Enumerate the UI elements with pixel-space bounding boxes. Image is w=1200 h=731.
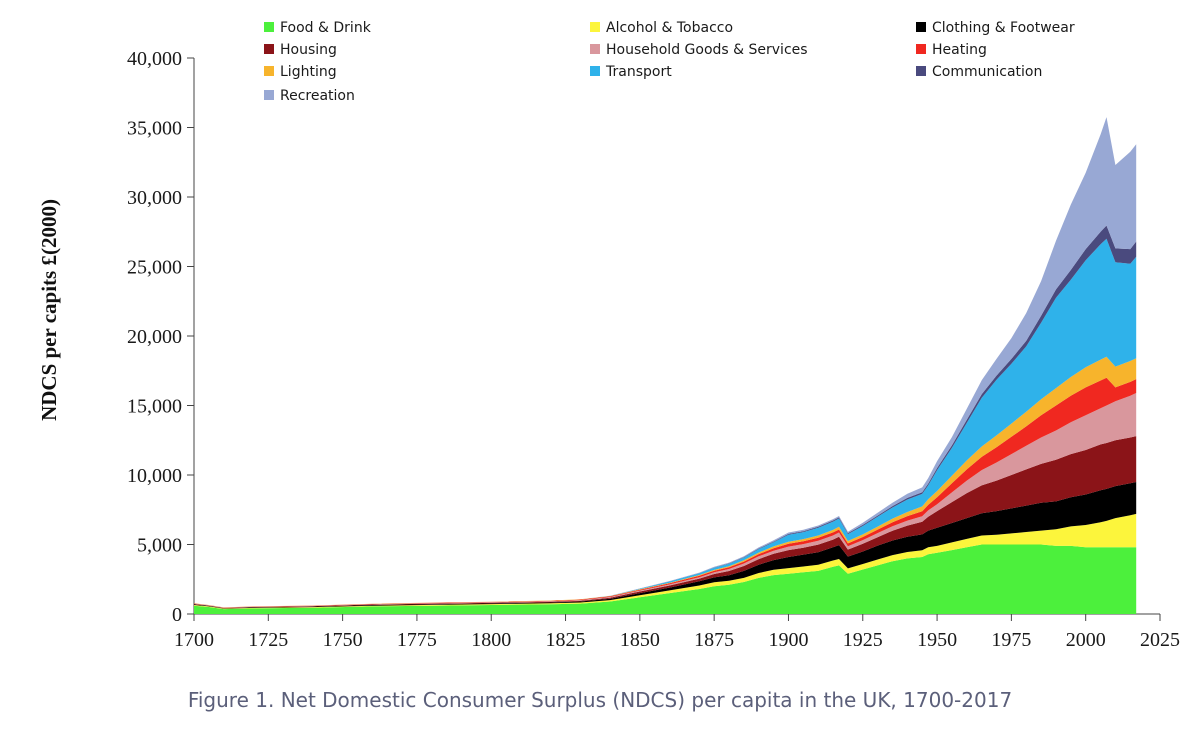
y-tick-label: 0	[172, 604, 182, 626]
legend-label: Recreation	[280, 88, 355, 104]
legend-swatch	[916, 66, 926, 76]
legend-label: Housing	[280, 42, 337, 58]
legend-swatch	[264, 22, 274, 32]
area-housing	[194, 436, 1137, 609]
legend-item-clothing-and-footwear: Clothing & Footwear	[916, 20, 1075, 36]
legend-item-food-and-drink: Food & Drink	[264, 20, 372, 36]
x-tick-label: 1800	[471, 629, 511, 651]
legend-item-heating: Heating	[916, 42, 987, 58]
legend-swatch	[264, 90, 274, 100]
y-tick-label: 25,000	[127, 257, 182, 279]
legend-item-recreation: Recreation	[264, 88, 355, 104]
area-food-and-drink	[194, 544, 1137, 614]
area-lighting	[194, 356, 1137, 608]
legend-label: Lighting	[280, 64, 337, 80]
y-tick-label: 5,000	[137, 535, 182, 557]
y-tick-label: 30,000	[127, 187, 182, 209]
legend-swatch	[264, 66, 274, 76]
legend-label: Alcohol & Tobacco	[606, 20, 733, 36]
x-tick-label: 1850	[620, 629, 660, 651]
legend-item-lighting: Lighting	[264, 64, 337, 80]
area-series-group	[194, 117, 1137, 614]
x-tick-label: 1975	[991, 629, 1031, 651]
legend-item-transport: Transport	[590, 64, 672, 80]
y-axis-title: NDCS per capits £(2000)	[37, 199, 61, 421]
y-tick-label: 35,000	[127, 118, 182, 140]
legend-swatch	[590, 22, 600, 32]
area-household-goods-and-services	[194, 393, 1137, 608]
legend-swatch	[590, 44, 600, 54]
x-tick-label: 1950	[917, 629, 957, 651]
x-tick-label: 1750	[323, 629, 363, 651]
y-tick-label: 40,000	[127, 48, 182, 70]
area-heating	[194, 377, 1137, 608]
legend-label: Heating	[932, 42, 987, 58]
x-tick-label: 1775	[397, 629, 437, 651]
tick-group: 0 5,000 10,000 15,000 20,000 25,000 30,000 35,0…	[127, 48, 1180, 651]
x-tick-label: 2000	[1066, 629, 1106, 651]
legend: Food & Drink Alcohol & Tobacco Clothing & …	[264, 20, 1075, 104]
legend-item-housing: Housing	[264, 42, 337, 58]
y-tick-label: 10,000	[127, 465, 182, 487]
y-tick-label: 20,000	[127, 326, 182, 348]
x-tick-label: 2025	[1140, 629, 1180, 651]
legend-swatch	[590, 66, 600, 76]
figure-caption: Figure 1. Net Domestic Consumer Surplus …	[187, 688, 1013, 712]
legend-swatch	[264, 44, 274, 54]
x-tick-label: 1925	[843, 629, 883, 651]
x-tick-label: 1700	[174, 629, 214, 651]
legend-swatch	[916, 22, 926, 32]
stacked-area-chart: 0 5,000 10,000 15,000 20,000 25,000 30,000 35,0…	[37, 20, 1180, 651]
x-tick-label: 1825	[546, 629, 586, 651]
legend-label: Household Goods & Services	[606, 42, 808, 58]
legend-label: Food & Drink	[280, 20, 372, 36]
legend-swatch	[916, 44, 926, 54]
legend-item-alcohol-and-tobacco: Alcohol & Tobacco	[590, 20, 733, 36]
x-tick-label: 1900	[768, 629, 808, 651]
x-tick-label: 1725	[248, 629, 288, 651]
legend-item-household-goods-and-services: Household Goods & Services	[590, 42, 808, 58]
legend-label: Transport	[605, 64, 672, 80]
y-tick-label: 15,000	[127, 396, 182, 418]
legend-label: Clothing & Footwear	[932, 20, 1075, 36]
x-tick-label: 1875	[694, 629, 734, 651]
legend-label: Communication	[932, 64, 1042, 80]
legend-item-communication: Communication	[916, 64, 1042, 80]
